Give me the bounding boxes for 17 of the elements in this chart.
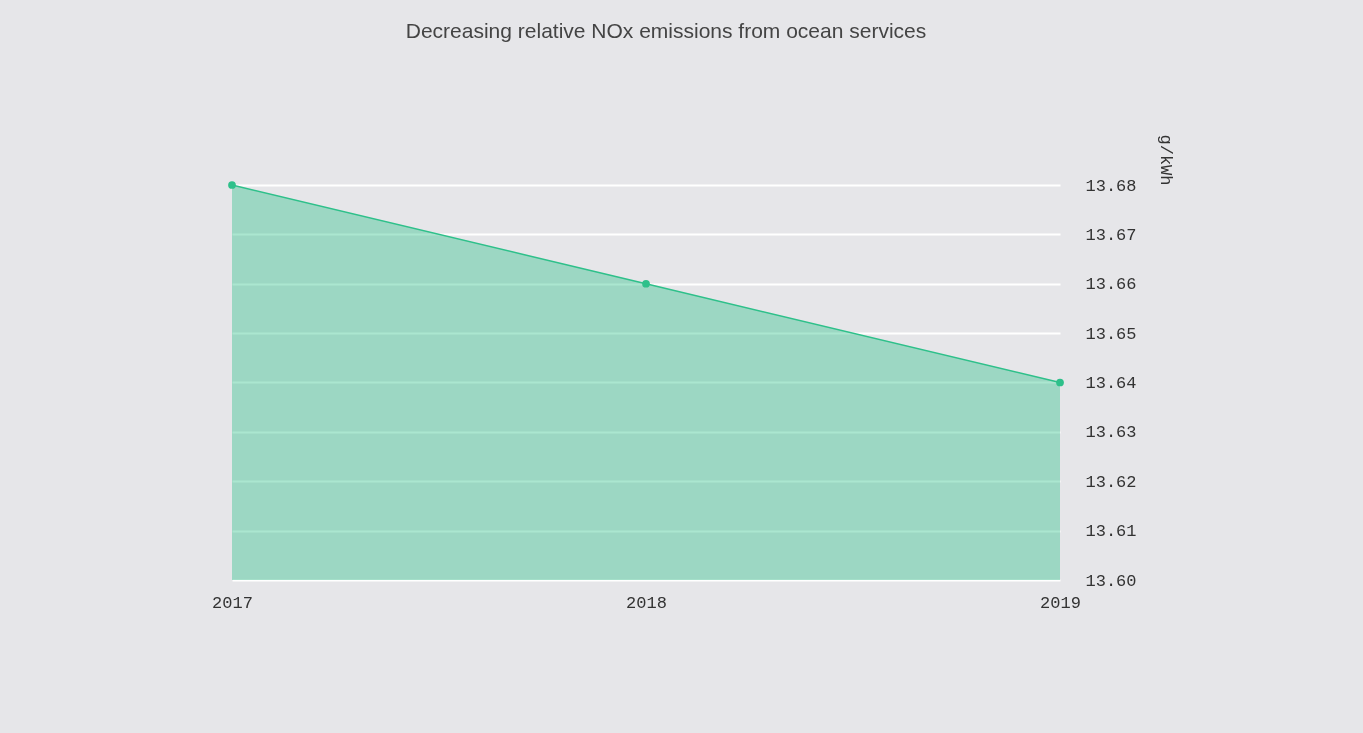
x-tick-label: 2018 xyxy=(626,593,667,613)
y-tick-label: 13.67 xyxy=(1085,225,1137,245)
point xyxy=(228,181,236,189)
y-tick-label: 13.66 xyxy=(1085,275,1137,295)
x-tick-label: 2017 xyxy=(212,593,253,613)
chart-title: Decreasing relative NOx emissions from ocean services xyxy=(405,18,927,42)
y-tick-label: 13.61 xyxy=(1085,522,1137,542)
x-tick-label: 2019 xyxy=(1040,593,1081,613)
y-tick-label: 13.62 xyxy=(1085,472,1137,492)
y-tick-label: 13.60 xyxy=(1085,571,1137,591)
y-tick-label: 13.63 xyxy=(1085,423,1137,443)
y-tick-label: 13.64 xyxy=(1085,374,1137,393)
y-tick-label: 13.68 xyxy=(1085,176,1137,196)
point xyxy=(1056,378,1064,387)
y-axis-title: g/kWh xyxy=(1155,134,1175,186)
point xyxy=(642,279,650,288)
y-tick-label: 13.65 xyxy=(1085,324,1137,344)
